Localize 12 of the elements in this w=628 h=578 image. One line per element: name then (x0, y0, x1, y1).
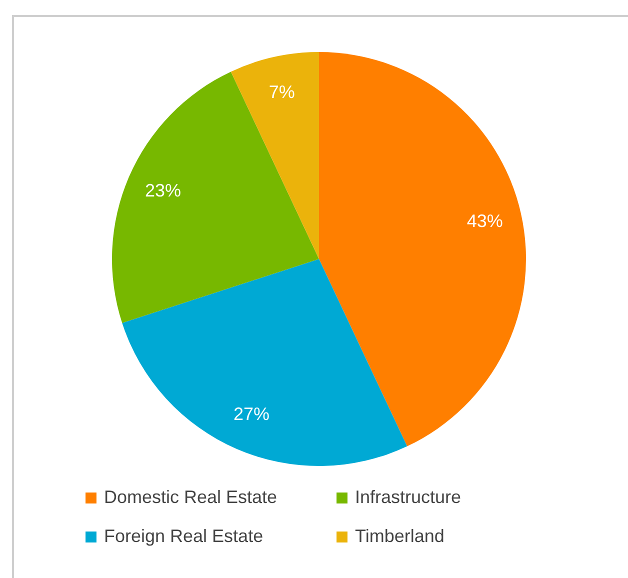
data-label: 27% (233, 404, 270, 424)
pie-slice (319, 52, 526, 446)
legend-label: Timberland (355, 526, 444, 546)
data-label: 7% (268, 82, 295, 102)
legend-label: Domestic Real Estate (104, 487, 278, 507)
legend-label: Foreign Real Estate (104, 526, 264, 546)
data-label: 43% (466, 210, 503, 231)
pie-slice (112, 72, 319, 323)
legend-label: Infrastructure (355, 487, 462, 507)
data-label: 23% (144, 180, 181, 200)
pie-slice (122, 259, 408, 466)
pie-slice (230, 52, 319, 259)
